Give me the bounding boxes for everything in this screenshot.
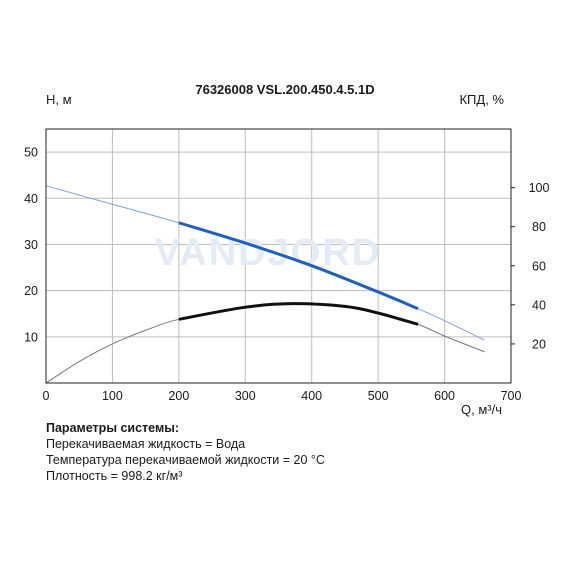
y2-tick-label: 20 <box>532 337 546 351</box>
efficiency-operating-line <box>178 302 419 326</box>
y2-tick-label: 40 <box>532 298 546 312</box>
x-tick-label: 400 <box>301 389 322 403</box>
efficiency-full-line <box>45 303 485 384</box>
x-tick-label: 600 <box>434 389 455 403</box>
series-group <box>45 185 485 384</box>
x-tick-label: 200 <box>168 389 189 403</box>
y-tick-label: 50 <box>24 146 38 160</box>
x-tick-label: 700 <box>501 389 522 403</box>
param-liquid: Перекачиваемая жидкость = Вода <box>46 437 246 451</box>
watermark-logo: VANDJORD <box>155 232 381 274</box>
y-tick-label: 10 <box>24 330 38 344</box>
x-tick-label: 300 <box>235 389 256 403</box>
chart-title: 76326008 VSL.200.450.4.5.1D <box>195 82 375 97</box>
y2-tick-label: 60 <box>532 259 546 273</box>
y-tick-label: 40 <box>24 192 38 206</box>
y2-tick-label: 100 <box>529 181 550 195</box>
head-operating-line <box>178 221 419 311</box>
tick-labels: 0 100 200 300 400 500 600 700 10 20 30 40 50 20 40 60 80… <box>24 146 549 403</box>
grid <box>46 129 511 383</box>
x-tick-label: 100 <box>102 389 123 403</box>
x-tick-label: 500 <box>368 389 389 403</box>
y-axis-label-left: H, м <box>46 92 72 107</box>
x-axis-label: Q, м³/ч <box>461 402 502 417</box>
y2-tick-label: 80 <box>532 220 546 234</box>
x-tick-label: 0 <box>43 389 50 403</box>
plot-frame <box>45 128 512 384</box>
system-parameters: Параметры системы: Перекачиваемая жидкос… <box>46 420 325 484</box>
param-density: Плотность = 998.2 кг/м³ <box>46 469 183 483</box>
y-tick-label: 30 <box>24 238 38 252</box>
y-axis-label-right: КПД, % <box>459 92 504 107</box>
y-tick-label: 20 <box>24 284 38 298</box>
param-temperature: Температура перекачиваемой жидкости = 20… <box>46 453 325 467</box>
params-heading: Параметры системы: <box>46 421 180 435</box>
